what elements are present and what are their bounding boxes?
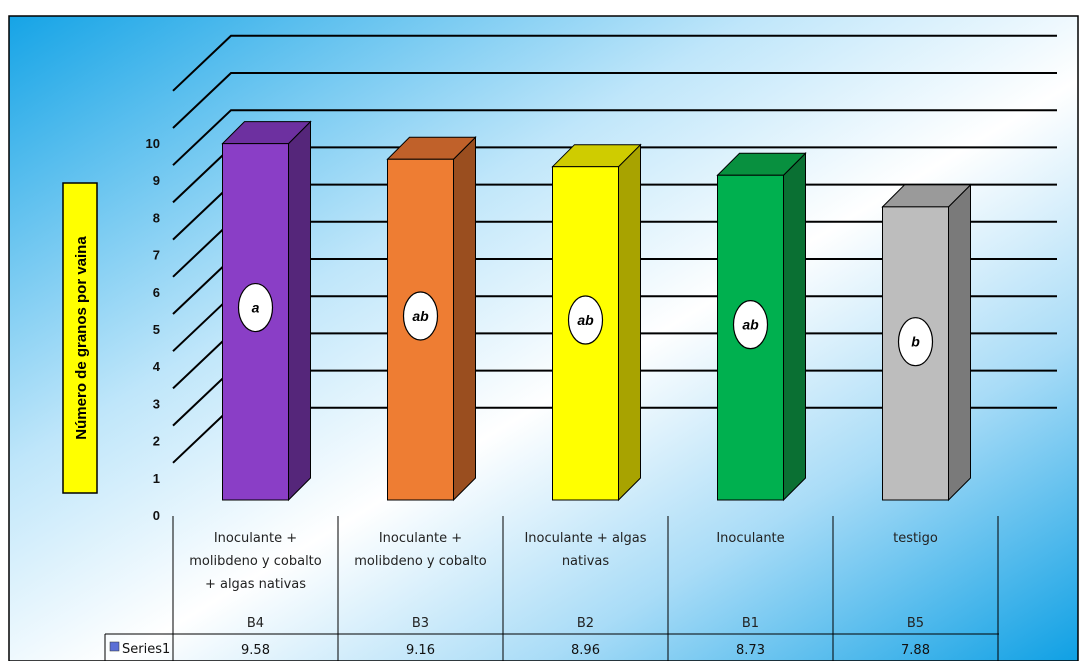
significance-letter: a: [252, 300, 260, 316]
data-table-value: 7.88: [901, 643, 930, 658]
x-category-label: Inoculante: [716, 531, 784, 546]
significance-ellipse: [897, 317, 934, 367]
x-category-label: molibdeno y cobalto: [354, 554, 487, 569]
category-labels: Inoculante + molibdeno y cobalto + algas n…: [189, 531, 938, 631]
x-category-code: B3: [412, 616, 429, 631]
x-category-label: Inoculante +: [379, 531, 462, 546]
data-table-value: 9.16: [406, 643, 435, 658]
x-category-code: B4: [247, 616, 264, 631]
x-category-code: B2: [577, 616, 594, 631]
bar: b: [881, 183, 972, 502]
y-tick-label: 6: [153, 285, 160, 300]
data-table: 9.58 9.16 8.96 8.73 7.88 Series1: [104, 516, 999, 661]
x-category-label: molibdeno y cobalto: [189, 554, 322, 569]
gridline: [172, 109, 1057, 166]
y-axis-ticks: 0 1 2 3 4 5 6 7 8 9 10: [146, 136, 161, 523]
gridline: [172, 72, 1057, 129]
significance-letter: b: [911, 334, 920, 350]
y-tick-label: 7: [153, 248, 160, 263]
x-category-label: testigo: [893, 531, 938, 546]
y-axis-label-background: [62, 182, 98, 494]
x-category-code: B1: [742, 616, 759, 631]
y-tick-label: 10: [146, 136, 160, 151]
bars: a ab ab ab b: [221, 120, 972, 502]
x-category-label: + algas nativas: [205, 577, 306, 592]
data-table-value: 8.96: [571, 643, 600, 658]
bar: a: [221, 120, 312, 502]
y-tick-label: 2: [153, 434, 160, 449]
x-category-label: nativas: [562, 554, 610, 569]
bar: ab: [386, 136, 477, 502]
x-category-label: Inoculante +: [214, 531, 297, 546]
bar: ab: [551, 143, 642, 502]
y-tick-label: 1: [153, 471, 160, 486]
y-tick-label: 3: [153, 396, 160, 411]
legend-key: [109, 641, 120, 652]
bar-side: [948, 183, 971, 502]
series-name: Series1: [122, 642, 170, 657]
data-table-value: 8.73: [736, 643, 765, 658]
gridline: [172, 34, 1057, 92]
significance-ellipse: [402, 291, 439, 341]
x-category-code: B5: [907, 616, 924, 631]
significance-letter: ab: [577, 312, 594, 328]
bar-side: [453, 136, 476, 502]
significance-letter: ab: [742, 317, 759, 333]
bar: ab: [716, 152, 807, 502]
bar-side: [288, 120, 311, 502]
significance-ellipse: [732, 300, 769, 350]
y-tick-label: 5: [153, 322, 160, 337]
bar-side: [783, 152, 806, 502]
y-axis-title: Número de granos por vaina: [73, 236, 90, 440]
data-table-value: 9.58: [241, 643, 270, 658]
y-tick-label: 0: [153, 508, 160, 523]
significance-letter: ab: [412, 308, 429, 324]
x-category-label: Inoculante + algas: [524, 531, 646, 546]
significance-ellipse: [567, 295, 604, 345]
bar-side: [618, 143, 641, 502]
y-tick-label: 9: [153, 173, 160, 188]
significance-ellipse: [237, 282, 274, 333]
y-axis-label: Número de granos por vaina: [62, 182, 98, 494]
y-tick-label: 8: [153, 210, 160, 225]
y-tick-label: 4: [153, 359, 161, 374]
